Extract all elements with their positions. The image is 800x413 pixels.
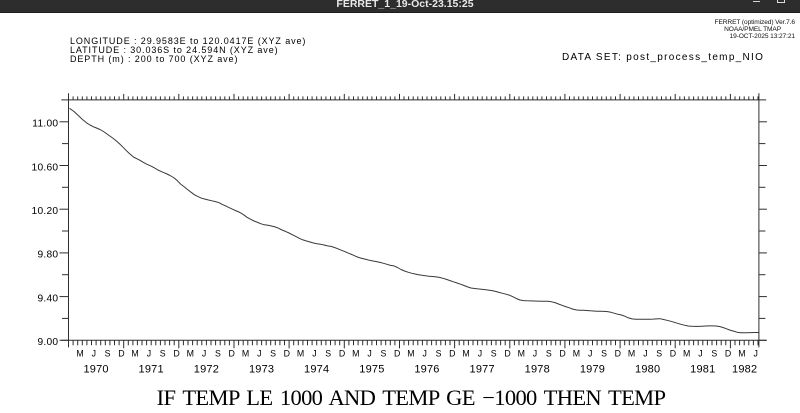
svg-text:M: M	[297, 349, 304, 359]
svg-text:D: D	[284, 349, 290, 359]
svg-text:1976: 1976	[414, 364, 439, 376]
svg-text:J: J	[367, 349, 371, 359]
svg-text:10.60: 10.60	[32, 162, 59, 173]
svg-text:M: M	[76, 349, 83, 359]
svg-text:1970: 1970	[83, 364, 108, 376]
svg-text:1971: 1971	[139, 364, 164, 376]
svg-text:J: J	[422, 349, 426, 359]
svg-text:1974: 1974	[304, 364, 329, 376]
svg-text:1975: 1975	[359, 364, 384, 376]
svg-text:1972: 1972	[194, 364, 219, 376]
svg-text:M: M	[352, 349, 359, 359]
svg-text:1980: 1980	[635, 364, 660, 376]
svg-text:J: J	[588, 349, 592, 359]
svg-text:S: S	[546, 349, 552, 359]
svg-text:S: S	[325, 349, 331, 359]
svg-text:S: S	[491, 349, 497, 359]
svg-text:D: D	[339, 349, 345, 359]
svg-text:D: D	[394, 349, 400, 359]
svg-text:D: D	[118, 349, 124, 359]
svg-text:M: M	[573, 349, 580, 359]
svg-text:S: S	[215, 349, 221, 359]
svg-text:J: J	[753, 349, 757, 359]
svg-text:1977: 1977	[470, 364, 495, 376]
svg-text:S: S	[105, 349, 111, 359]
svg-text:S: S	[160, 349, 166, 359]
svg-text:D: D	[559, 349, 565, 359]
svg-text:D: D	[173, 349, 179, 359]
svg-text:J: J	[533, 349, 537, 359]
svg-text:S: S	[270, 349, 276, 359]
svg-text:J: J	[257, 349, 261, 359]
svg-text:1981: 1981	[690, 364, 715, 376]
svg-text:1973: 1973	[249, 364, 274, 376]
svg-text:S: S	[601, 349, 607, 359]
svg-text:1978: 1978	[525, 364, 550, 376]
svg-text:J: J	[202, 349, 206, 359]
svg-text:J: J	[312, 349, 316, 359]
svg-text:D: D	[504, 349, 510, 359]
svg-text:D: D	[449, 349, 455, 359]
svg-text:9.80: 9.80	[37, 250, 58, 261]
svg-text:1979: 1979	[580, 364, 605, 376]
svg-text:M: M	[738, 349, 745, 359]
svg-text:M: M	[407, 349, 414, 359]
svg-text:J: J	[478, 349, 482, 359]
svg-text:S: S	[711, 349, 717, 359]
svg-text:J: J	[643, 349, 647, 359]
svg-text:D: D	[615, 349, 621, 359]
svg-text:S: S	[380, 349, 386, 359]
svg-text:9.40: 9.40	[37, 293, 58, 304]
svg-text:M: M	[131, 349, 138, 359]
svg-text:M: M	[187, 349, 194, 359]
svg-text:D: D	[229, 349, 235, 359]
svg-text:M: M	[518, 349, 525, 359]
svg-text:D: D	[725, 349, 731, 359]
svg-text:S: S	[436, 349, 442, 359]
svg-text:J: J	[92, 349, 96, 359]
svg-text:1982: 1982	[732, 364, 757, 376]
svg-text:M: M	[462, 349, 469, 359]
svg-text:11.00: 11.00	[32, 119, 58, 130]
svg-text:S: S	[656, 349, 662, 359]
svg-text:9.00: 9.00	[37, 337, 58, 348]
svg-text:J: J	[698, 349, 702, 359]
svg-text:D: D	[670, 349, 676, 359]
svg-text:M: M	[683, 349, 690, 359]
svg-text:M: M	[242, 349, 249, 359]
svg-text:J: J	[147, 349, 151, 359]
svg-text:M: M	[628, 349, 635, 359]
svg-text:10.20: 10.20	[32, 206, 59, 217]
